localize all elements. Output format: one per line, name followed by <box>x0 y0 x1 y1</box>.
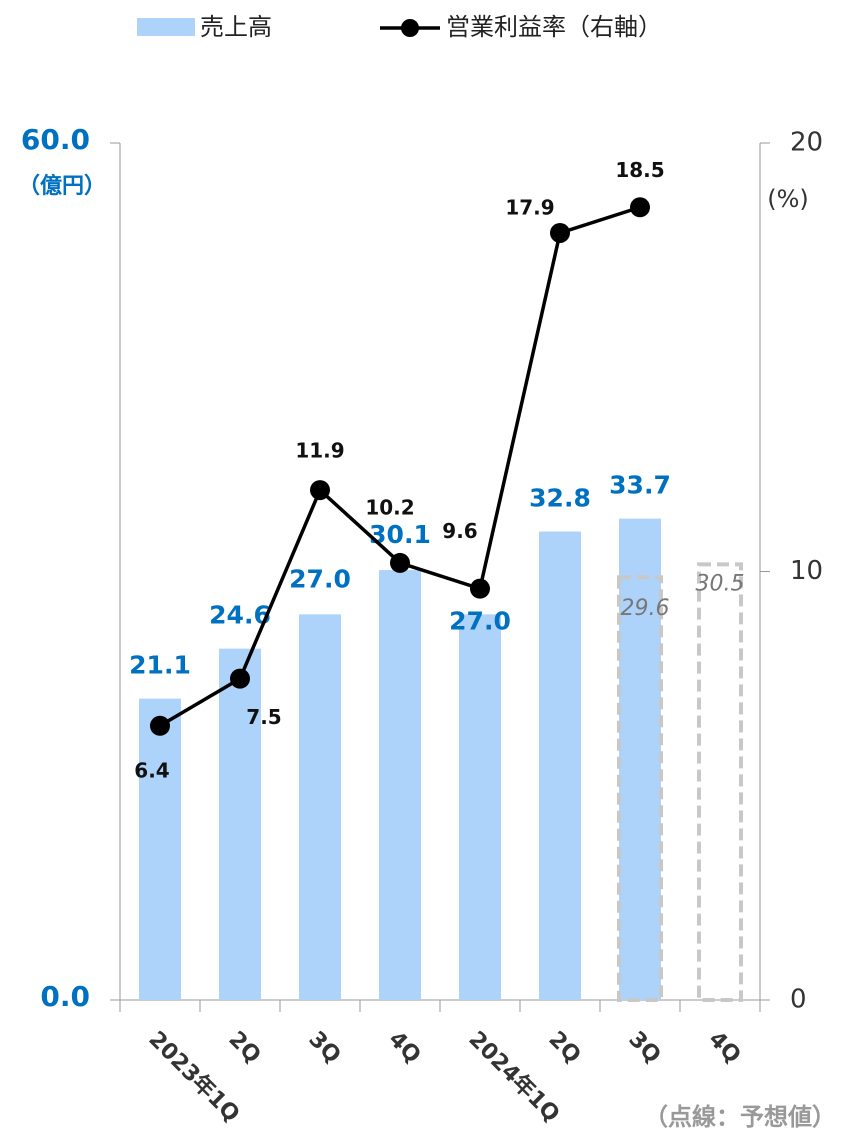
line-label: 10.2 <box>365 495 414 519</box>
x-tick-label: 4Q <box>384 1027 426 1069</box>
y-axis-label: （億円） <box>18 173 106 199</box>
forecast-bar <box>617 575 663 1002</box>
line-point <box>230 668 250 689</box>
line-label: 9.6 <box>442 519 477 543</box>
bar <box>379 570 421 1000</box>
line-point <box>470 578 490 599</box>
bar-label: 21.1 <box>129 651 191 680</box>
legend-swatch <box>401 19 419 37</box>
forecast-label: 30.5 <box>696 571 745 596</box>
x-tick-label: 4Q <box>704 1027 746 1069</box>
line-label: 6.4 <box>134 758 169 782</box>
bar-label: 27.0 <box>449 606 511 635</box>
bar-label: 24.6 <box>209 601 271 630</box>
line-point <box>550 222 570 243</box>
y2-tick-label: 0 <box>790 985 807 1015</box>
legend-label: 営業利益率（右軸） <box>446 13 662 41</box>
note: （点線：予想値） <box>644 1103 836 1131</box>
bar <box>459 614 501 1000</box>
bar <box>299 614 341 1000</box>
x-tick-label: 2Q <box>544 1027 586 1069</box>
y2-tick-label: 10 <box>790 556 823 586</box>
forecast-label: 29.6 <box>621 596 670 621</box>
line-point <box>310 480 330 501</box>
legend-swatch <box>137 18 195 36</box>
line-label: 17.9 <box>505 195 554 219</box>
bar <box>539 531 581 1000</box>
bar <box>219 648 261 1000</box>
y-tick-label: 60.0 <box>21 123 90 156</box>
y2-axis-label: (%) <box>767 185 809 213</box>
x-tick-label: 3Q <box>304 1027 346 1069</box>
line-point <box>150 715 170 736</box>
line-label: 11.9 <box>295 439 344 463</box>
legend-label: 売上高 <box>200 13 272 41</box>
bar-label: 33.7 <box>609 471 671 500</box>
bar-label: 27.0 <box>289 564 351 593</box>
line-label: 7.5 <box>246 705 281 729</box>
y-tick-label: 0.0 <box>40 980 90 1013</box>
line-point <box>390 552 410 573</box>
line-label: 18.5 <box>615 158 664 182</box>
x-tick-label: 3Q <box>624 1027 666 1069</box>
y2-tick-label: 20 <box>790 128 823 158</box>
line-point <box>630 197 650 218</box>
bar-label: 32.8 <box>529 484 591 513</box>
x-tick-label: 2Q <box>224 1027 266 1069</box>
bar <box>619 518 661 1000</box>
bar <box>139 698 181 1000</box>
forecast-bar <box>697 562 743 1002</box>
